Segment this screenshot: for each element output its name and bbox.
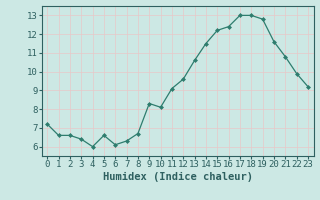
X-axis label: Humidex (Indice chaleur): Humidex (Indice chaleur) (103, 172, 252, 182)
